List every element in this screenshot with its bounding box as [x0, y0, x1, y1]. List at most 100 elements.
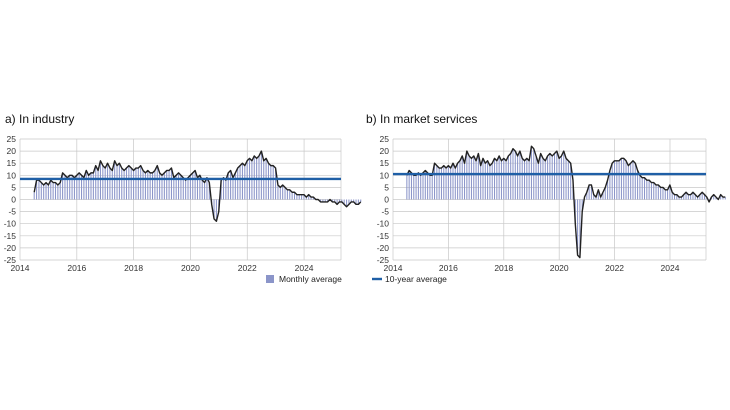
bar [461, 155, 463, 200]
bar [438, 168, 440, 200]
bar [263, 160, 265, 200]
bar [88, 175, 90, 200]
bar [291, 192, 293, 200]
x-tick-label: 2014 [11, 263, 30, 273]
bar [312, 197, 314, 200]
bar [232, 177, 234, 200]
bar [154, 170, 156, 200]
bar [319, 199, 322, 202]
bar [604, 187, 606, 200]
bar [99, 160, 101, 200]
bar [496, 160, 498, 200]
bar [623, 158, 625, 200]
bar [577, 199, 579, 256]
bar [149, 172, 151, 200]
y-tick-label: 0 [384, 195, 389, 205]
bar [630, 163, 632, 200]
bar [277, 184, 279, 200]
bar [436, 165, 438, 200]
bar [289, 189, 291, 200]
bar [627, 165, 629, 200]
bar [722, 197, 724, 200]
bar [447, 165, 449, 200]
bar [125, 168, 128, 200]
bar [454, 168, 456, 200]
bar [669, 184, 671, 200]
bar [180, 175, 182, 200]
bar [470, 158, 472, 200]
y-tick-label: -5 [8, 207, 16, 217]
x-tick-label: 2016 [67, 263, 86, 273]
x-tick-label: 2024 [295, 263, 314, 273]
bar [443, 165, 445, 200]
legend-label: Monthly average [279, 274, 342, 284]
bar [551, 155, 553, 200]
bar [187, 177, 189, 200]
y-tick-label: 20 [7, 146, 17, 156]
bar [526, 158, 528, 200]
bar [178, 172, 180, 200]
bar [298, 194, 300, 200]
bar [43, 184, 45, 200]
bar [286, 189, 288, 200]
bar [324, 199, 326, 202]
y-tick-label: -15 [4, 231, 17, 241]
bar [685, 192, 687, 200]
bar [422, 172, 424, 200]
bar [227, 172, 229, 200]
bar [457, 163, 459, 200]
bar [208, 182, 210, 200]
x-tick-label: 2014 [384, 263, 403, 273]
bar [118, 163, 120, 200]
bar [459, 160, 461, 200]
bar [563, 151, 565, 200]
bar [579, 199, 581, 258]
bar [293, 192, 296, 200]
bar [355, 199, 357, 205]
bar [310, 197, 312, 200]
bar [646, 180, 648, 200]
bar [234, 172, 236, 200]
y-tick-label: -25 [377, 255, 390, 265]
bar [348, 199, 350, 205]
bar [503, 158, 505, 200]
bar [648, 180, 650, 200]
bar [558, 158, 560, 200]
bar [618, 160, 620, 200]
bar [282, 184, 284, 200]
bar [239, 165, 241, 200]
bar [697, 197, 699, 200]
bar [71, 175, 73, 200]
bar [475, 160, 477, 200]
bar [246, 160, 248, 200]
bar [296, 194, 298, 200]
y-tick-label: -20 [377, 243, 390, 253]
bar [206, 177, 208, 200]
bar [530, 146, 532, 200]
bar [637, 170, 639, 200]
bar [116, 165, 118, 200]
y-tick-label: -10 [377, 219, 390, 229]
bar [343, 199, 345, 205]
bar [151, 172, 154, 200]
bar [357, 199, 359, 205]
bar [166, 170, 168, 200]
bar [410, 172, 412, 200]
bar [537, 163, 539, 200]
bar [413, 175, 415, 200]
bar [692, 192, 694, 200]
bar [690, 194, 692, 200]
bar [107, 163, 109, 200]
bar [40, 182, 42, 200]
bar [540, 153, 542, 200]
bar [353, 199, 355, 202]
chart-panel-b: b) In market services 25 20 15 10 5 0 -5 -10 -15 -… [366, 112, 726, 284]
bar [408, 170, 410, 200]
bar [464, 163, 466, 200]
bar [215, 199, 217, 222]
bar [519, 151, 521, 200]
bar [272, 165, 274, 200]
bar [57, 184, 59, 200]
bar [553, 153, 556, 200]
bar [45, 182, 47, 200]
